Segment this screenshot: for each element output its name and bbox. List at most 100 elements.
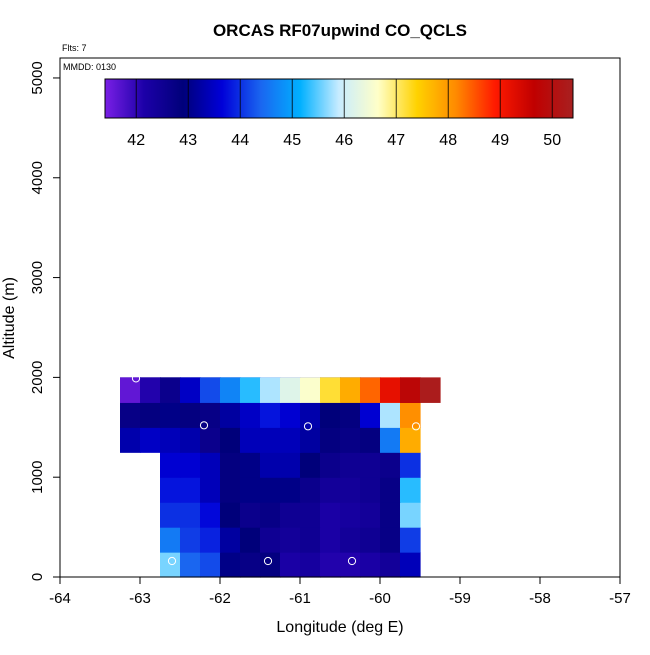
heatmap-cell [160, 402, 181, 428]
flight-marker [263, 556, 273, 566]
colorbar-tick-label: 49 [491, 132, 509, 149]
colorbar-tick-label: 48 [439, 132, 457, 149]
y-axis-label: Altitude (m) [1, 277, 18, 359]
heatmap-cell [340, 527, 361, 553]
heatmap-cell [280, 502, 301, 528]
note-mmdd: MMDD: 0130 [63, 62, 116, 72]
colorbar-tick-label: 44 [231, 132, 249, 149]
heatmap-cell [220, 552, 241, 578]
heatmap-cell [320, 477, 341, 503]
heatmap-cell [360, 527, 381, 553]
heatmap-cell [280, 477, 301, 503]
heatmap-cell [220, 427, 241, 453]
y-tick-label: 4000 [29, 161, 46, 194]
heatmap-cell [160, 477, 181, 503]
colorbar-tick-label: 47 [387, 132, 405, 149]
flight-markers [131, 374, 481, 566]
heatmap-cell [320, 427, 341, 453]
heatmap-cell [180, 477, 201, 503]
heatmap-cell [300, 402, 321, 428]
heatmap-cell [360, 377, 381, 403]
heatmap-cell [240, 377, 261, 403]
flight-marker [457, 556, 466, 566]
heatmap-cell [180, 377, 201, 403]
heatmap-cell [400, 427, 421, 453]
y-tick-label: 1000 [29, 461, 46, 494]
heatmap-cell [260, 477, 281, 503]
heatmap-cell [300, 452, 321, 478]
heatmap-cell [340, 377, 361, 403]
colorbar: 42 43 44 45 46 47 48 49 50 [104, 78, 574, 149]
heatmap-cell [380, 502, 401, 528]
heatmap-cell [240, 552, 261, 578]
flight-marker [303, 422, 313, 431]
heatmap-cell [260, 527, 281, 553]
heatmap-cell [180, 502, 201, 528]
heatmap-cell [200, 552, 221, 578]
heatmap-cell [360, 477, 381, 503]
heatmap-cell [360, 427, 381, 453]
heatmap-cell [240, 427, 261, 453]
heatmap-cell [280, 552, 301, 578]
heatmap-cell [120, 377, 141, 403]
heatmap-cell [260, 377, 281, 403]
colorbar-tick-label: 42 [127, 132, 145, 149]
heatmap-cell [400, 502, 421, 528]
heatmap-cell [140, 427, 161, 453]
heatmap-cell [280, 427, 301, 453]
heatmap-cell [300, 527, 321, 553]
heatmap-cell [260, 402, 281, 428]
heatmap-cell [320, 527, 341, 553]
heatmap-cell [380, 552, 401, 578]
heatmap-cell [380, 402, 401, 428]
heatmap-cell [140, 402, 161, 428]
x-tick-label: -59 [449, 590, 471, 607]
heatmap-cell [400, 402, 421, 428]
note-flights: Flts: 7 [62, 43, 87, 53]
flight-marker [411, 422, 421, 431]
heatmap-cell [380, 452, 401, 478]
heatmap-cell [260, 452, 281, 478]
heatmap-cell [220, 377, 241, 403]
heatmap-cell [400, 552, 421, 578]
colorbar-tick-label: 50 [543, 132, 561, 149]
heatmap-cell [180, 452, 201, 478]
heatmap-cells [120, 377, 441, 578]
heatmap-cell [300, 502, 321, 528]
heatmap-cell [300, 552, 321, 578]
heatmap-cell [380, 527, 401, 553]
heatmap-cell [400, 477, 421, 503]
heatmap-cell [320, 502, 341, 528]
heatmap-cell [280, 377, 301, 403]
heatmap-cell [200, 377, 221, 403]
colorbar-tick-label: 45 [283, 132, 301, 149]
y-tick-label: 2000 [29, 361, 46, 394]
heatmap-cell [160, 452, 181, 478]
y-tick-label: 0 [29, 573, 46, 581]
heatmap-cell [160, 527, 181, 553]
heatmap-cell [240, 452, 261, 478]
heatmap-cell [260, 502, 281, 528]
heatmap-cell [220, 452, 241, 478]
heatmap-cell [400, 377, 421, 403]
flight-marker [167, 556, 177, 566]
heatmap-cell [380, 477, 401, 503]
heatmap-cell [300, 377, 321, 403]
flight-marker [443, 556, 453, 566]
heatmap-cell [340, 552, 361, 578]
heatmap-cell [180, 427, 201, 453]
heatmap-cell [400, 527, 421, 553]
x-tick-label: -57 [609, 590, 631, 607]
heatmap-cell [400, 452, 421, 478]
heatmap-cell [340, 452, 361, 478]
heatmap-cell [160, 377, 181, 403]
heatmap-cell [300, 477, 321, 503]
heatmap-cell [240, 502, 261, 528]
flight-marker [199, 421, 209, 430]
y-tick-label: 3000 [29, 261, 46, 294]
heatmap-cell [340, 427, 361, 453]
heatmap-cell [280, 452, 301, 478]
heatmap-cell [200, 452, 221, 478]
heatmap-cell [320, 377, 341, 403]
